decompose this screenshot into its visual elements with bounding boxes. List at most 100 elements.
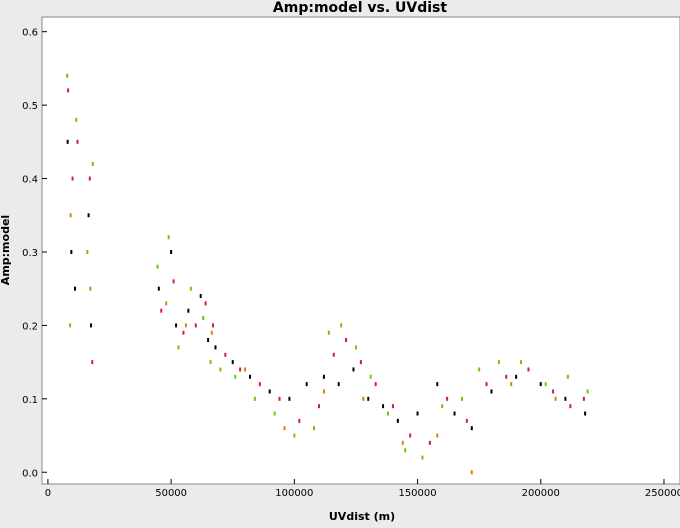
data-point: [446, 396, 449, 401]
data-point: [337, 382, 340, 387]
data-point: [396, 418, 399, 423]
data-point: [91, 161, 94, 166]
data-point: [207, 338, 210, 343]
data-point: [71, 176, 74, 181]
data-point: [248, 374, 251, 379]
data-point: [189, 286, 192, 291]
data-point: [298, 418, 301, 423]
data-point: [564, 396, 567, 401]
x-tick-label: 0: [45, 488, 51, 499]
x-axis-label: UVdist (m): [329, 510, 395, 523]
data-point: [416, 411, 419, 416]
data-point: [421, 455, 424, 460]
data-point: [167, 235, 170, 240]
data-point: [352, 367, 355, 372]
data-point: [283, 426, 286, 431]
data-point: [177, 345, 180, 350]
data-point: [441, 404, 444, 409]
data-point: [210, 330, 213, 335]
data-point: [409, 433, 412, 438]
data-point: [194, 323, 197, 328]
data-point: [182, 330, 185, 335]
data-point: [401, 440, 404, 445]
y-tick-label: 0.5: [22, 101, 38, 112]
data-point: [86, 249, 89, 254]
data-point: [70, 249, 73, 254]
data-point: [67, 88, 70, 93]
data-point: [582, 396, 585, 401]
data-point: [436, 382, 439, 387]
data-point: [204, 301, 207, 306]
data-point: [253, 396, 256, 401]
data-point: [202, 316, 205, 321]
x-tick-label: 200000: [522, 488, 560, 499]
data-point: [453, 411, 456, 416]
data-point: [322, 389, 325, 394]
chart-title: Amp:model vs. UVdist: [273, 0, 447, 16]
data-point: [497, 360, 500, 365]
data-point: [515, 374, 518, 379]
y-tick-label: 0.1: [22, 395, 38, 406]
data-point: [224, 352, 227, 357]
data-point: [460, 396, 463, 401]
data-point: [69, 323, 72, 328]
data-point: [170, 249, 173, 254]
data-point: [470, 470, 473, 475]
data-point: [157, 286, 160, 291]
data-point: [293, 433, 296, 438]
data-point: [520, 360, 523, 365]
data-point: [374, 382, 377, 387]
data-point: [231, 360, 234, 365]
data-point: [327, 330, 330, 335]
y-tick-label: 0.6: [22, 28, 38, 39]
data-point: [160, 308, 163, 313]
data-point: [234, 374, 237, 379]
plot-area: [41, 16, 680, 485]
data-point: [436, 433, 439, 438]
data-point: [584, 411, 587, 416]
data-point: [244, 367, 247, 372]
data-point: [465, 418, 468, 423]
data-point: [156, 264, 159, 269]
data-point: [209, 360, 212, 365]
y-tick-label: 0.0: [22, 468, 38, 479]
data-point: [382, 404, 385, 409]
y-axis-label: Amp:model: [0, 215, 12, 285]
data-point: [219, 367, 222, 372]
data-point: [505, 374, 508, 379]
data-point: [490, 389, 493, 394]
data-point: [485, 382, 488, 387]
data-point: [322, 374, 325, 379]
data-point: [175, 323, 178, 328]
data-point: [90, 323, 93, 328]
data-point: [258, 382, 261, 387]
data-point: [317, 404, 320, 409]
data-point: [478, 367, 481, 372]
data-point: [278, 396, 281, 401]
data-point: [184, 323, 187, 328]
data-point: [404, 448, 407, 453]
data-point: [391, 404, 394, 409]
data-point: [362, 396, 365, 401]
data-point: [367, 396, 370, 401]
data-point: [273, 411, 276, 416]
data-point: [470, 426, 473, 431]
data-point: [554, 396, 557, 401]
x-tick-label: 150000: [398, 488, 436, 499]
data-point: [75, 117, 78, 122]
data-point: [386, 411, 389, 416]
data-point: [199, 294, 202, 299]
data-point: [268, 389, 271, 394]
data-point: [332, 352, 335, 357]
data-point: [88, 176, 91, 181]
data-point: [288, 396, 291, 401]
data-point: [214, 345, 217, 350]
data-point: [76, 139, 79, 144]
data-point: [66, 139, 69, 144]
data-point: [212, 323, 215, 328]
data-point: [313, 426, 316, 431]
data-point: [165, 301, 168, 306]
x-tick-label: 50000: [155, 488, 187, 499]
